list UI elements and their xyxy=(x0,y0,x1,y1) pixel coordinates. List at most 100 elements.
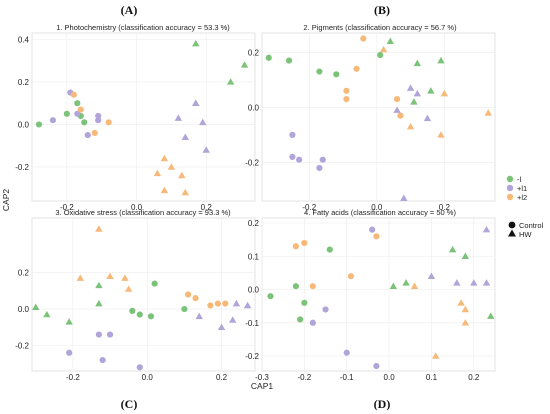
point-plus-l1-control xyxy=(296,156,303,163)
legend-label-hw: HW xyxy=(519,230,532,239)
x-tick-label: 0.0 xyxy=(384,373,396,382)
point-minus-l-control xyxy=(377,51,384,59)
point-minus-l-control xyxy=(136,311,143,318)
plot-area-fatty-acids xyxy=(261,217,496,372)
point-plus-l1-hw xyxy=(400,194,408,202)
point-plus-l2-control xyxy=(292,243,299,250)
point-plus-l2-control xyxy=(347,273,355,280)
point-minus-l-hw xyxy=(192,39,200,47)
point-plus-l2-hw xyxy=(379,45,388,53)
x-tick-label: -0.2 xyxy=(66,373,80,382)
legend: -l +l1 +l2 Control HW xyxy=(506,175,544,239)
point-minus-l-control xyxy=(181,305,188,313)
x-axis-title: CAP1 xyxy=(251,381,273,391)
panel-pigments: 2. Pigments (classification accuracy = 5… xyxy=(245,23,496,212)
point-plus-l1-control xyxy=(95,117,102,124)
point-plus-l1-control xyxy=(319,156,326,163)
point-minus-l-control xyxy=(326,246,333,253)
point-plus-l1-hw xyxy=(243,301,252,309)
x-tick-label: 0.2 xyxy=(439,203,451,212)
point-plus-l2-control xyxy=(185,291,192,298)
point-minus-l-control xyxy=(267,293,274,300)
point-minus-l-hw xyxy=(437,56,445,64)
point-plus-l1-control xyxy=(309,319,316,326)
point-plus-l1-hw xyxy=(174,114,183,121)
legend-label-control: Control xyxy=(519,221,544,230)
point-minus-l-control xyxy=(301,299,308,306)
point-plus-l1-hw xyxy=(393,106,401,113)
x-tick-label: -0.2 xyxy=(302,203,316,212)
point-minus-l-control xyxy=(35,121,43,128)
legend-label-plus-l2: +l2 xyxy=(517,193,527,202)
point-plus-l1-hw xyxy=(195,312,203,320)
point-plus-l2-hw xyxy=(121,274,129,281)
point-plus-l1-hw xyxy=(482,225,491,233)
point-plus-l2-hw xyxy=(461,305,470,313)
point-minus-l-hw xyxy=(461,252,470,260)
point-plus-l2-control xyxy=(77,106,84,113)
y-tick-label: 0.2 xyxy=(248,48,260,57)
y-tick-label: 0.4 xyxy=(18,35,30,44)
point-plus-l1-control xyxy=(343,349,350,356)
point-plus-l2-control xyxy=(309,283,316,290)
point-plus-l2-control xyxy=(343,95,350,103)
point-plus-l1-control xyxy=(99,356,106,364)
point-minus-l-hw xyxy=(386,37,395,45)
point-minus-l-hw xyxy=(43,310,51,318)
point-plus-l1-control xyxy=(95,112,102,120)
point-minus-l-hw xyxy=(95,299,103,307)
point-minus-l-hw xyxy=(389,282,398,289)
legend-swatch-minus-l xyxy=(506,175,514,183)
point-plus-l1-control xyxy=(106,331,114,338)
point-plus-l2-hw xyxy=(106,272,114,280)
point-plus-l1-hw xyxy=(423,114,432,122)
y-tick-label: -0.2 xyxy=(245,158,259,167)
point-plus-l1-control xyxy=(95,331,102,338)
point-plus-l1-control xyxy=(49,117,57,124)
point-minus-l-hw xyxy=(413,59,422,67)
panel-title-oxidative-stress: 3. Oxidative stress (classification accu… xyxy=(55,208,231,217)
y-tick-label: 0.0 xyxy=(18,305,30,314)
point-plus-l1-hw xyxy=(413,89,422,97)
point-plus-l1-control xyxy=(373,362,380,370)
point-plus-l2-control xyxy=(373,233,380,240)
panel-letter-c: (C) xyxy=(121,397,138,411)
point-plus-l1-control xyxy=(316,164,323,172)
legend-label-minus-l: -l xyxy=(517,175,521,184)
point-plus-l1-control xyxy=(84,131,91,139)
point-plus-l2-hw xyxy=(431,352,440,359)
point-plus-l1-hw xyxy=(217,323,226,331)
point-plus-l2-control xyxy=(397,112,404,119)
panel-title-pigments: 2. Pigments (classification accuracy = 5… xyxy=(303,23,457,32)
point-minus-l-hw xyxy=(226,78,235,85)
y-tick-label: -0.1 xyxy=(245,319,259,328)
panel-title-fatty-acids: 4. Fatty acids (classification accuracy … xyxy=(304,208,456,217)
x-tick-label: -0.2 xyxy=(297,373,311,382)
point-plus-l2-hw xyxy=(461,319,470,326)
point-plus-l2-control xyxy=(360,35,367,42)
point-minus-l-control xyxy=(151,280,158,287)
point-plus-l1-hw xyxy=(229,316,237,323)
x-tick-label: 0.0 xyxy=(371,203,383,212)
point-plus-l1-control xyxy=(136,364,143,371)
point-plus-l2-hw xyxy=(76,274,85,281)
point-plus-l2-control xyxy=(91,129,98,137)
legend-shape-hw xyxy=(508,229,516,237)
panel-title-photochemistry: 1. Photochemistry (classification accura… xyxy=(56,23,230,32)
point-minus-l-hw xyxy=(240,61,249,68)
point-plus-l2-control xyxy=(105,119,112,126)
x-tick-label: 0.2 xyxy=(201,203,213,212)
point-plus-l1-hw xyxy=(482,279,491,286)
point-plus-l2-hw xyxy=(437,131,445,138)
point-plus-l2-hw xyxy=(153,169,162,177)
point-plus-l2-control xyxy=(222,300,229,307)
point-minus-l-control xyxy=(285,57,293,64)
point-minus-l-control xyxy=(74,100,81,107)
panel-letter-d: (D) xyxy=(374,397,391,411)
x-tick-label: -0.1 xyxy=(340,373,354,382)
point-plus-l1-hw xyxy=(406,84,415,91)
panel-letter-a: (A) xyxy=(121,3,138,17)
point-plus-l2-hw xyxy=(160,186,169,194)
y-tick-label: 0.0 xyxy=(248,286,260,295)
